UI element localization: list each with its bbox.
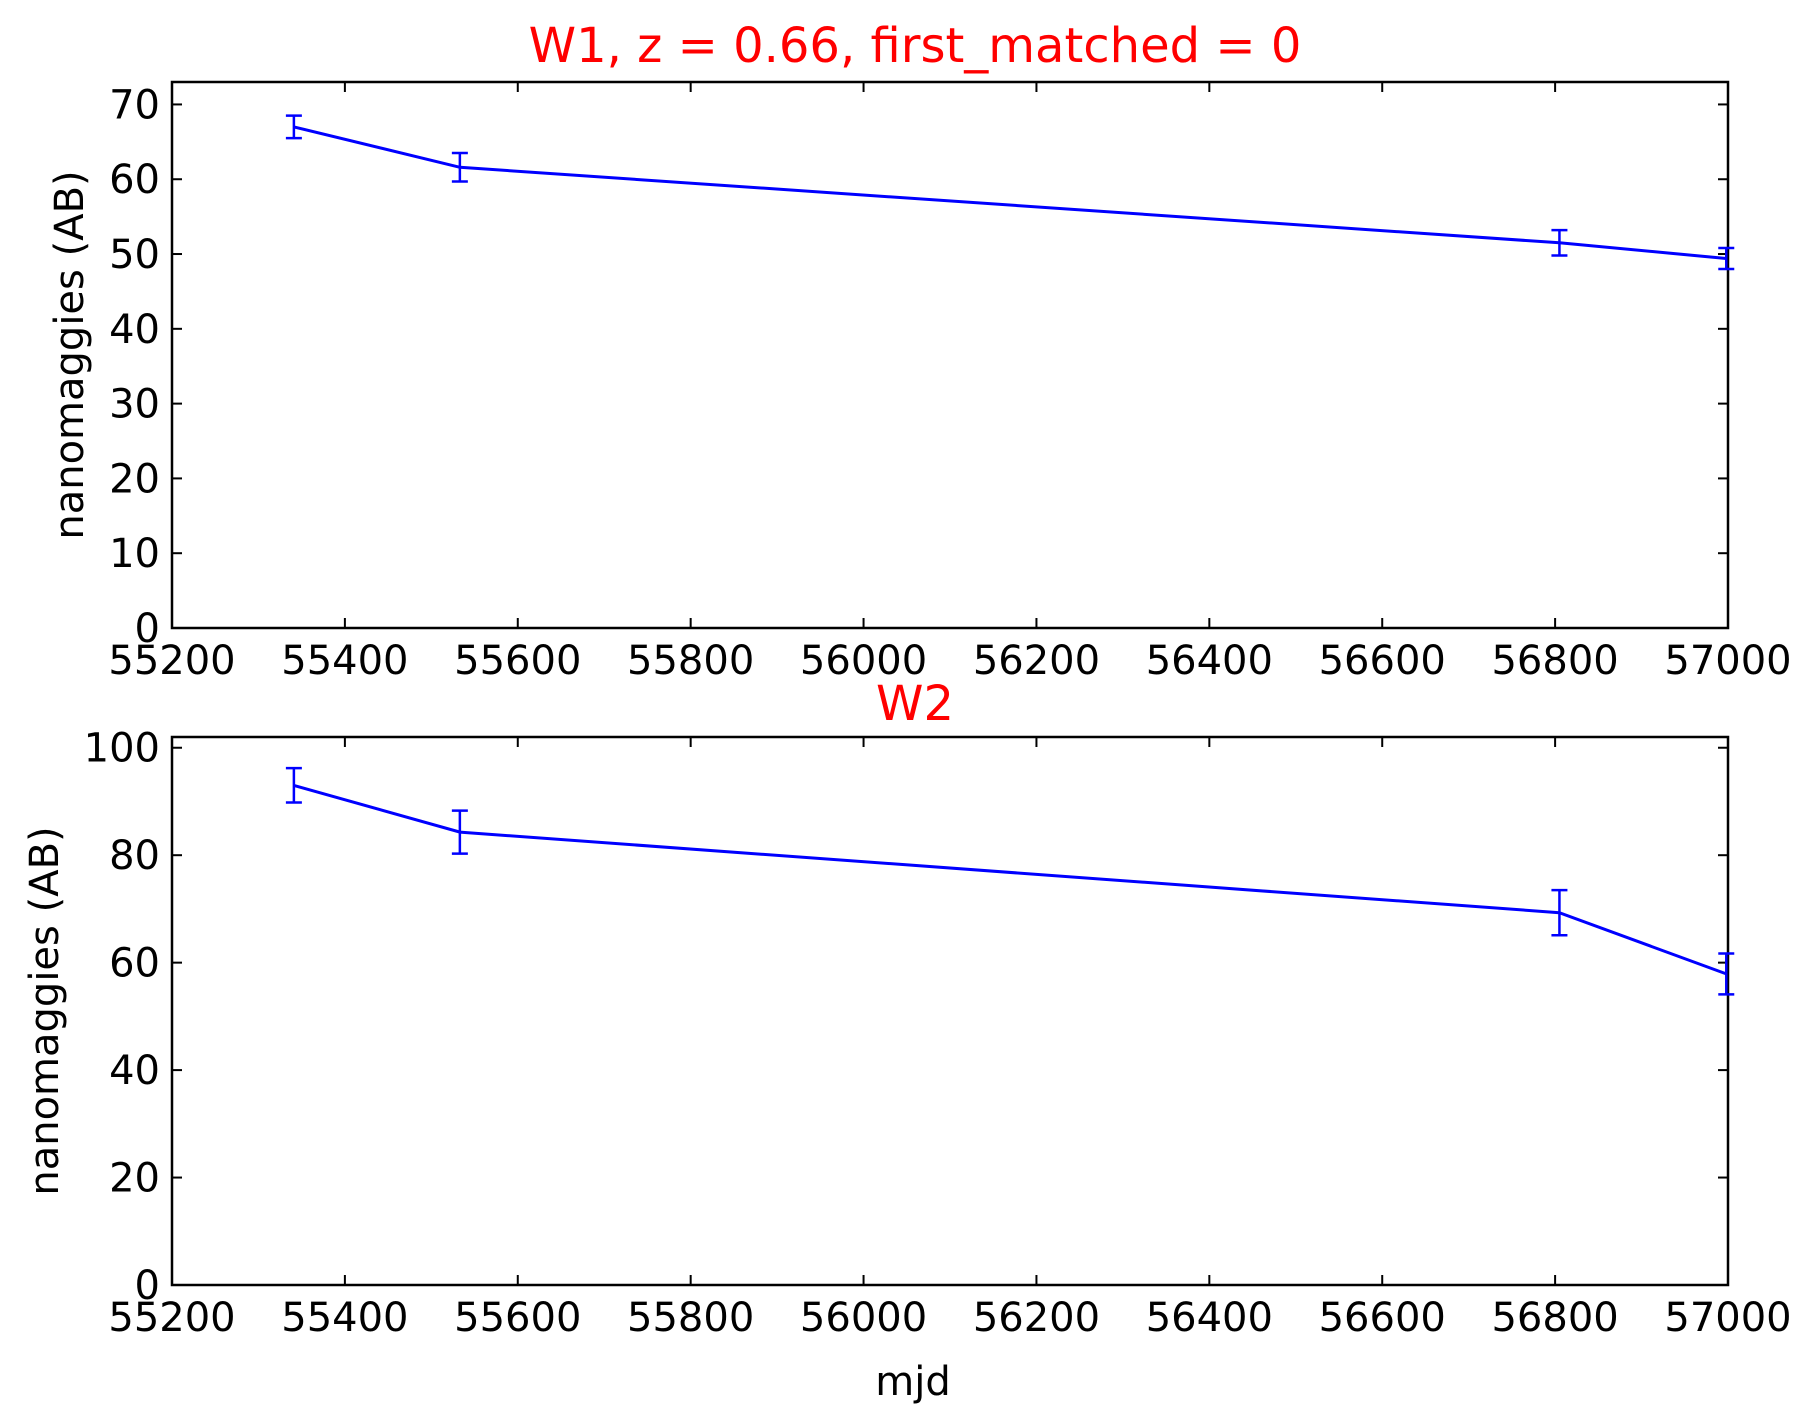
error-bar (285, 114, 302, 140)
series-line (293, 783, 1727, 976)
x-tick-label: 55800 (627, 1295, 754, 1341)
x-tick-label: 56800 (1491, 1295, 1618, 1341)
error-bar (1551, 888, 1568, 937)
y-tick-label: 70 (109, 82, 160, 128)
error-bar (1551, 228, 1568, 257)
x-tick-label: 55400 (281, 1295, 408, 1341)
x-tick-label: 55200 (108, 1295, 235, 1341)
y-tick-label: 0 (135, 606, 160, 652)
x-tick-label: 57000 (1664, 1295, 1791, 1341)
x-tick-label: 56600 (1319, 1295, 1446, 1341)
chart-title: W1, z = 0.66, first_matched = 0 (529, 18, 1302, 74)
error-bar (1718, 952, 1735, 996)
y-tick-label: 40 (109, 1048, 160, 1094)
x-axis-label: mjd (875, 1359, 950, 1405)
x-tick-label: 56200 (973, 1295, 1100, 1341)
y-tick-label: 50 (109, 232, 160, 278)
x-tick-label: 55400 (281, 638, 408, 684)
x-tick-label: 56200 (973, 638, 1100, 684)
y-tick-label: 60 (109, 941, 160, 987)
y-tick-label: 60 (109, 157, 160, 203)
y-tick-label: 80 (109, 833, 160, 879)
plot-frame (170, 735, 1730, 1287)
error-bar (1718, 246, 1735, 271)
chart-title: W2 (876, 676, 954, 732)
error-bar (451, 151, 468, 183)
y-tick-label: 10 (109, 531, 160, 577)
x-tick-label: 55600 (454, 638, 581, 684)
chart-w2: 55200 55400 55600 55800 56000 56200 56400 56600… (22, 676, 1792, 1405)
y-tick-label: 100 (84, 726, 160, 772)
x-tick-label: 55200 (108, 638, 235, 684)
y-axis-label: nanomaggies (AB) (47, 170, 93, 539)
x-tick-label: 56400 (1146, 1295, 1273, 1341)
x-tick-label: 56800 (1491, 638, 1618, 684)
chart-w1: 55200 55400 55600 55800 56000 56200 56400 56600… (47, 18, 1792, 684)
x-tick-label: 56400 (1146, 638, 1273, 684)
y-axis-label: nanomaggies (AB) (22, 826, 68, 1195)
x-tick-label: 56000 (800, 638, 927, 684)
x-tick-label: 55800 (627, 638, 754, 684)
y-tick-label: 0 (135, 1263, 160, 1309)
y-tick-label: 40 (109, 307, 160, 353)
error-bar (285, 766, 302, 804)
x-tick-label: 56600 (1319, 638, 1446, 684)
error-bar (451, 809, 468, 855)
plot-frame (170, 80, 1730, 630)
x-tick-label: 55600 (454, 1295, 581, 1341)
y-tick-label: 30 (109, 382, 160, 428)
x-tick-label: 57000 (1664, 638, 1791, 684)
x-tick-label: 56000 (800, 1295, 927, 1341)
y-tick-label: 20 (109, 456, 160, 502)
series-line (293, 125, 1727, 260)
y-tick-label: 20 (109, 1156, 160, 1202)
